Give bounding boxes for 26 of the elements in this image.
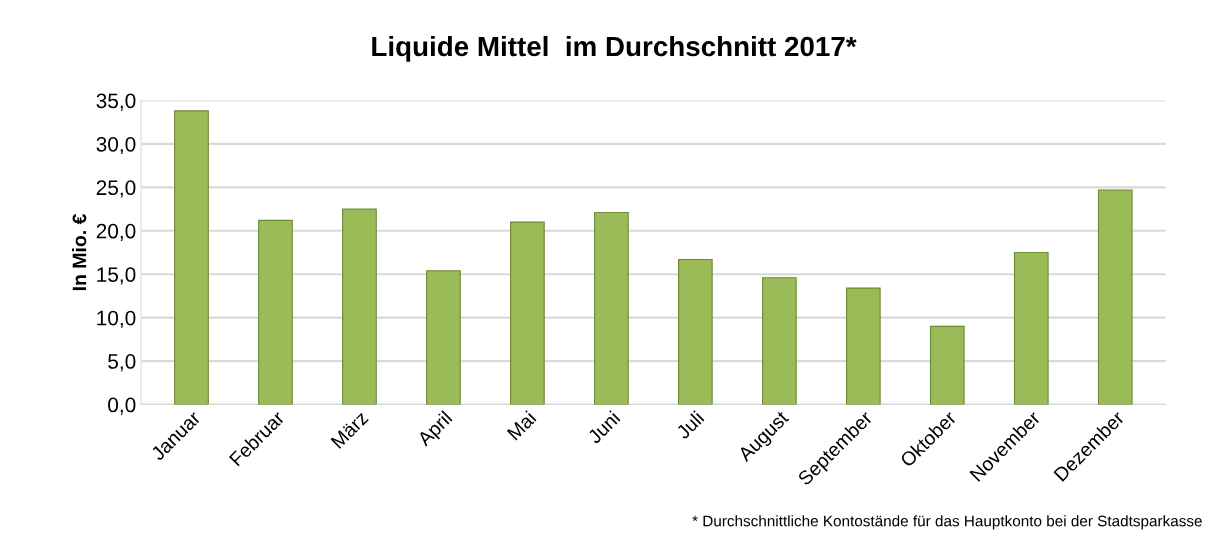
x-tick-label: Juli	[674, 410, 705, 440]
y-tick-label: 25,0	[96, 180, 136, 198]
bar	[510, 221, 545, 405]
bar	[1013, 251, 1049, 405]
bar	[594, 211, 629, 405]
bar	[174, 110, 209, 405]
y-tick-label: 20,0	[96, 223, 136, 241]
y-tick-label: 30,0	[96, 136, 136, 155]
bar	[1097, 189, 1133, 405]
bar	[761, 277, 797, 405]
x-tick-label: Juni	[586, 410, 621, 445]
chart-title: Liquide Mittel im Durchschnitt 2017*	[372, 35, 857, 62]
bar	[929, 325, 965, 405]
bar	[845, 287, 881, 405]
bar	[342, 208, 377, 405]
y-tick-label: 35,0	[96, 93, 136, 111]
y-axis-title: In Mio. €	[72, 213, 87, 291]
bar	[678, 258, 713, 405]
bar	[258, 219, 293, 405]
text: * Durchschnittliche Kontostände für das Hauptkonto bei der Stadtsparkasse	[692, 515, 1202, 530]
y-tick-label: 15,0	[97, 267, 136, 285]
bar	[426, 270, 461, 405]
y-tick-label: 10,0	[97, 310, 136, 328]
y-tick-label: 0,0	[108, 397, 136, 415]
x-tick-label: Mai	[506, 410, 537, 441]
y-tick-label: 5,0	[108, 354, 136, 372]
